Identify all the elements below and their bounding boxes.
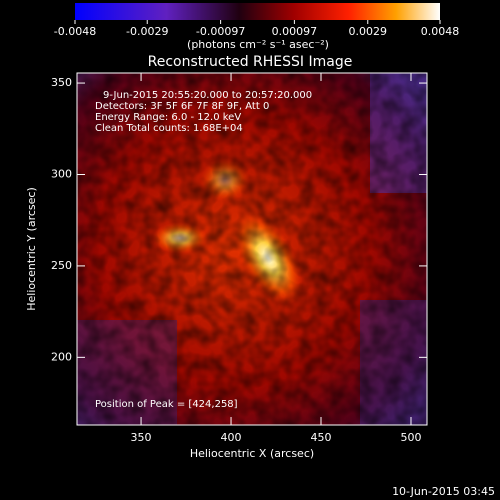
peak-annotation: Position of Peak = [424,258] (95, 399, 238, 410)
annotation: Energy Range: 6.0 - 12.0 keV (95, 112, 241, 123)
colorbar-tick-label: -0.00097 (196, 25, 245, 38)
annotation: Detectors: 3F 5F 6F 7F 8F 9F, Att 0 (95, 101, 269, 112)
y-axis-label: Heliocentric Y (arcsec) (25, 187, 38, 311)
chart-title: Reconstructed RHESSI Image (148, 54, 353, 70)
colorbar-tick-label: -0.0029 (126, 25, 168, 38)
colorbar (75, 3, 440, 20)
colorbar-tick-label: 0.00097 (272, 25, 318, 38)
x-tick-label: 500 (400, 431, 421, 444)
x-axis-label: Heliocentric X (arcsec) (190, 447, 314, 460)
image (77, 73, 427, 425)
y-tick-label: 300 (51, 167, 72, 180)
plot-frame (76, 72, 428, 426)
colorbar-label: (photons cm⁻² s⁻¹ asec⁻²) (187, 38, 329, 51)
y-tick-label: 200 (51, 350, 72, 363)
colorbar-tick-label: 0.0029 (349, 25, 388, 38)
footer: 10-Jun-2015 03:45 (392, 485, 495, 498)
x-tick-label: 350 (131, 431, 152, 444)
colorbar-tick-label: 0.0048 (421, 25, 460, 38)
annotation: Clean Total counts: 1.68E+04 (95, 123, 243, 134)
annotation: 9-Jun-2015 20:55:20.000 to 20:57:20.000 (103, 90, 312, 101)
y-tick-label: 350 (51, 76, 72, 89)
y-tick-label: 250 (51, 259, 72, 272)
colorbar-tick-label: -0.0048 (54, 25, 96, 38)
x-tick-label: 450 (311, 431, 332, 444)
x-tick-label: 400 (221, 431, 242, 444)
